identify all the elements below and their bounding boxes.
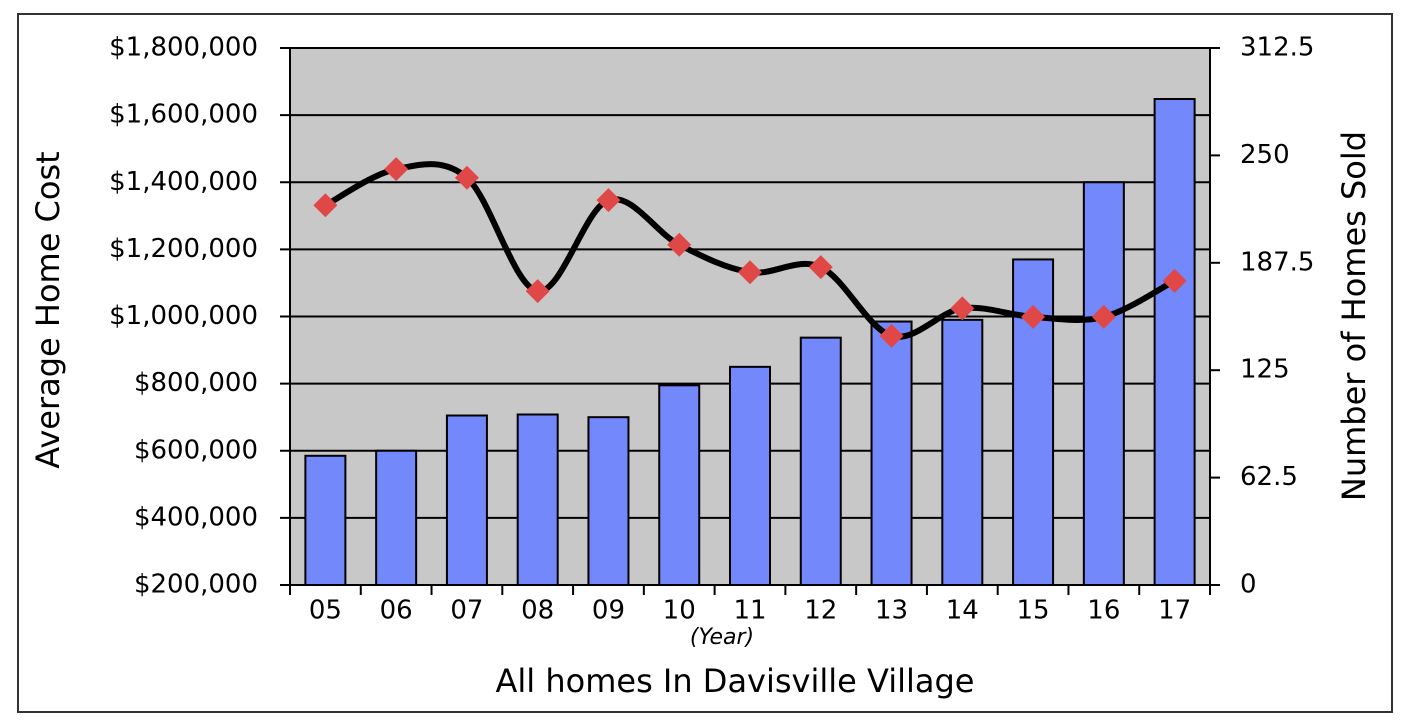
- marker: [525, 279, 550, 304]
- y-axis-title: Average Home Cost: [29, 151, 67, 468]
- y2-tick-label: 62.5: [1240, 462, 1298, 492]
- bar: [941, 318, 984, 586]
- x-tick-label: 06: [380, 596, 413, 626]
- bar: [375, 449, 418, 586]
- marker: [454, 165, 479, 190]
- x-tick-label: 09: [592, 596, 625, 626]
- y-tick-label: $1,000,000: [109, 301, 258, 331]
- y-tick-label: $1,200,000: [109, 234, 258, 264]
- marker: [808, 255, 833, 280]
- y-tick-label: $1,600,000: [109, 100, 258, 130]
- y2-tick-label: 125: [1240, 355, 1290, 385]
- x-axis-title: All homes In Davisville Village: [496, 662, 975, 700]
- marker: [384, 157, 409, 182]
- x-tick-label: 12: [804, 596, 837, 626]
- marker: [667, 232, 692, 257]
- bar: [1082, 181, 1125, 586]
- y-tick-label: $200,000: [134, 570, 258, 600]
- marker: [1162, 268, 1187, 293]
- bar: [304, 454, 347, 586]
- y-tick-label: $800,000: [134, 368, 258, 398]
- bar: [516, 413, 559, 586]
- y2-axis-title: Number of Homes Sold: [1335, 131, 1373, 501]
- marker: [879, 323, 904, 348]
- y-tick-label: $600,000: [134, 435, 258, 465]
- x-tick-label: 11: [733, 596, 766, 626]
- x-tick-label: 13: [875, 596, 908, 626]
- marker: [313, 193, 338, 218]
- bar: [729, 365, 771, 586]
- y-tick-label: $1,800,000: [109, 33, 258, 63]
- y-tick-label: $400,000: [134, 502, 258, 532]
- x-annotation: (Year): [690, 625, 754, 650]
- x-tick-label: 16: [1087, 596, 1120, 626]
- x-tick-label: 10: [663, 596, 696, 626]
- y2-tick-label: 250: [1240, 140, 1290, 170]
- marker: [738, 260, 762, 285]
- bar: [1153, 98, 1196, 586]
- bar: [870, 320, 913, 586]
- bar: [587, 416, 630, 586]
- marker: [596, 188, 621, 213]
- y2-tick-label: 312.5: [1240, 33, 1314, 63]
- y2-tick-label: 0: [1240, 570, 1257, 600]
- y2-tick-label: 187.5: [1240, 247, 1314, 277]
- bar: [445, 414, 488, 586]
- bar: [799, 336, 842, 586]
- x-tick-label: 14: [946, 596, 979, 626]
- y-tick-label: $1,400,000: [109, 167, 258, 197]
- x-tick-label: 15: [1017, 596, 1050, 626]
- marker: [950, 296, 975, 321]
- bar: [658, 384, 701, 586]
- x-tick-label: 07: [450, 596, 483, 626]
- x-tick-label: 05: [309, 596, 342, 626]
- marker: [1021, 304, 1046, 329]
- marker: [1091, 304, 1116, 329]
- x-tick-label: 17: [1158, 596, 1191, 626]
- x-tick-label: 08: [521, 596, 554, 626]
